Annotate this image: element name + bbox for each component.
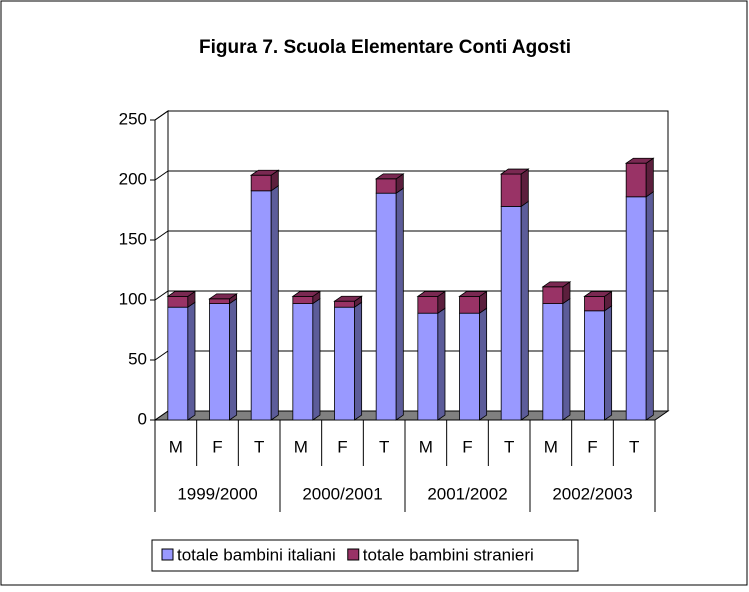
legend-swatch (161, 548, 174, 561)
group-label: 1999/2000 (177, 484, 257, 503)
grid-line-side (154, 170, 169, 181)
x-tick-label: M (169, 437, 183, 456)
y-tick-label: 150 (119, 229, 147, 248)
bar (209, 298, 230, 304)
x-tick-label: F (337, 437, 347, 456)
y-tick-label: 200 (119, 169, 147, 188)
bar (500, 205, 522, 421)
bar-side (270, 185, 279, 421)
bar-top (416, 291, 447, 297)
bar (334, 306, 355, 421)
bar-side (520, 168, 529, 208)
bar-side (187, 301, 196, 421)
bar-side (645, 157, 654, 198)
bar (542, 286, 564, 304)
bar (292, 295, 314, 304)
bar-top (374, 173, 405, 180)
y-tick-label: 50 (128, 349, 147, 368)
bar-side (479, 307, 488, 421)
bar (334, 300, 355, 308)
bar-side (395, 187, 404, 421)
bar-side (645, 191, 654, 421)
bar-side (229, 297, 238, 421)
bar-top (291, 291, 322, 297)
bar-side (354, 301, 363, 421)
bar-top (333, 295, 363, 302)
bar-top (624, 157, 655, 164)
bar (542, 303, 564, 421)
x-tick-label: F (587, 437, 597, 456)
chart-title: Figura 7. Scuola Elementare Conti Agosti (199, 37, 571, 58)
bar (375, 178, 397, 194)
bar (167, 306, 189, 421)
bar-side (604, 305, 613, 421)
side-wall (154, 110, 169, 421)
bar (459, 312, 480, 421)
x-tick-label: F (462, 437, 472, 456)
x-tick-label: T (629, 437, 639, 456)
legend-label: totale bambini italiani (177, 545, 336, 564)
grid-line-side (154, 230, 169, 241)
bar (417, 295, 439, 314)
grid-line-side (154, 290, 169, 301)
legend-swatch (347, 548, 360, 561)
y-tick-label: 100 (119, 289, 147, 308)
bar (250, 174, 272, 192)
bar (459, 295, 480, 314)
grid-line-side (154, 110, 169, 121)
bar-side (562, 297, 571, 421)
legend-box (151, 539, 579, 572)
bar-side (437, 307, 446, 421)
legend-label: totale bambini stranieri (363, 545, 534, 564)
bar (584, 310, 605, 421)
bar (375, 192, 397, 421)
x-tick-label: T (504, 437, 514, 456)
x-tick-label: M (419, 437, 433, 456)
bar (584, 295, 605, 312)
bar-side (520, 200, 529, 421)
bar (417, 312, 439, 421)
bar-top (249, 169, 280, 176)
group-label: 2000/2001 (302, 484, 382, 503)
bar (500, 173, 522, 207)
x-tick-label: T (379, 437, 389, 456)
bar (250, 190, 272, 421)
x-tick-label: T (254, 437, 264, 456)
bar (209, 303, 230, 421)
bar-top (208, 293, 238, 300)
bar (167, 295, 189, 308)
bar-top (166, 291, 197, 297)
bar (625, 196, 647, 421)
y-tick-label: 250 (119, 109, 147, 128)
x-tick-label: F (212, 437, 222, 456)
x-tick-label: M (544, 437, 558, 456)
group-label: 2002/2003 (552, 484, 632, 503)
bar (292, 303, 314, 421)
x-tick-label: M (294, 437, 308, 456)
bar-top (583, 291, 613, 297)
bar-top (499, 168, 530, 175)
bar-top (458, 291, 488, 297)
bar (625, 162, 647, 198)
bar-side (312, 297, 321, 421)
y-tick-label: 0 (138, 409, 147, 428)
grid-line-side (154, 350, 169, 361)
group-label: 2001/2002 (427, 484, 507, 503)
bar-top (541, 281, 572, 288)
